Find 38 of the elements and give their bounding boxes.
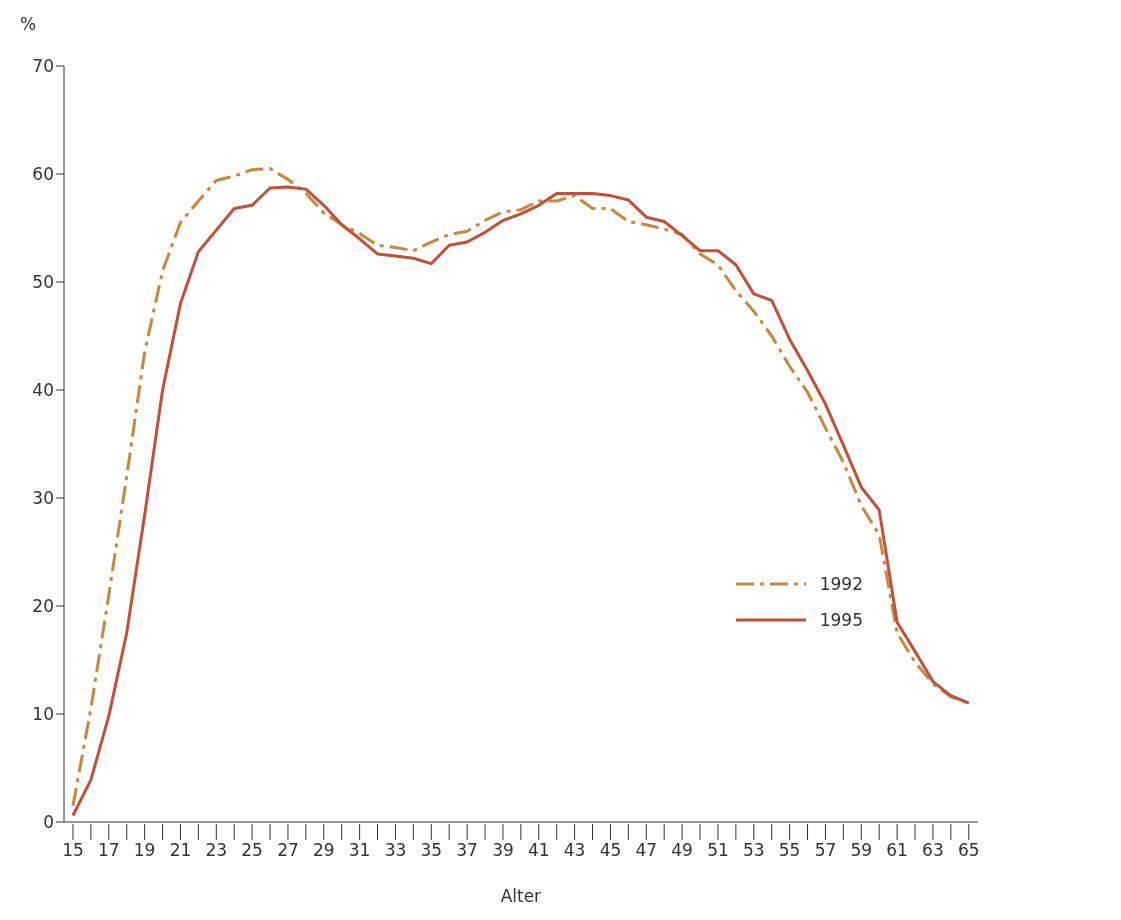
x-tick-label: 33	[384, 840, 407, 860]
y-tick-label: 10	[32, 704, 54, 725]
x-tick-label: 65	[957, 840, 980, 860]
x-tick-label: 39	[492, 840, 514, 860]
x-tick-label: 23	[205, 840, 228, 860]
y-tick-label: 70	[32, 56, 54, 77]
x-tick-label: 31	[348, 840, 371, 860]
y-axis-title: %	[20, 14, 37, 34]
x-axis-title: Alter	[500, 886, 542, 906]
legend-label: 1992	[819, 574, 863, 594]
x-tick-label: 15	[62, 840, 84, 860]
y-tick-label: 30	[32, 488, 54, 509]
x-tick-label: 25	[241, 840, 263, 860]
y-tick-label: 20	[32, 596, 54, 617]
legend-label: 1995	[819, 610, 863, 630]
x-tick-label: 43	[563, 840, 586, 860]
x-tick-label: 37	[456, 840, 478, 860]
y-tick-label: 0	[43, 812, 54, 833]
x-tick-label: 61	[886, 840, 908, 860]
y-tick-label: 60	[32, 164, 54, 185]
x-tick-label: 47	[635, 840, 658, 860]
x-tick-label: 41	[527, 840, 550, 860]
y-tick-label: 50	[32, 272, 54, 293]
x-tick-label: 29	[312, 840, 335, 860]
x-tick-label: 53	[742, 840, 765, 860]
x-tick-label: 59	[850, 840, 873, 860]
x-tick-label: 21	[169, 840, 192, 860]
x-tick-label: 45	[599, 840, 622, 860]
x-tick-label: 19	[133, 840, 156, 860]
x-tick-label: 35	[420, 840, 443, 860]
x-tick-label: 63	[922, 840, 944, 860]
x-tick-label: 57	[814, 840, 837, 860]
x-tick-label: 17	[97, 840, 120, 860]
x-tick-label: 27	[277, 840, 299, 860]
x-tick-label: 51	[707, 840, 729, 860]
x-tick-label: 55	[778, 840, 801, 860]
x-tick-label: 49	[671, 840, 693, 860]
y-tick-label: 40	[32, 380, 54, 401]
